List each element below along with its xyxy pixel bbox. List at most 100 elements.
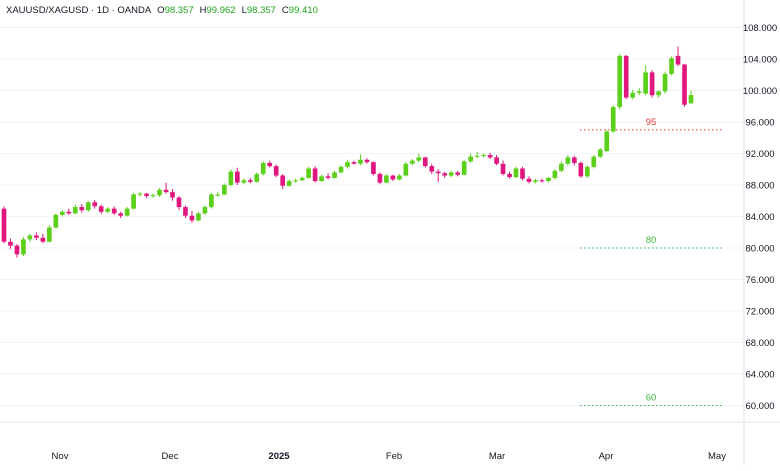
candle [176,196,182,211]
candle [533,178,538,184]
candle-body [14,245,20,255]
candle-body [377,173,383,183]
candle [234,167,240,185]
candle [98,204,104,215]
candle-body [461,161,467,175]
candle [481,153,486,158]
candle [215,192,221,197]
candle-body [267,162,273,167]
candle [312,166,318,183]
candle-body [662,73,668,92]
y-tick-label: 108.000 [743,23,777,34]
candle [280,173,286,189]
candle [474,151,480,159]
candle-body [507,173,512,178]
candle [267,160,273,168]
candle-body [176,197,182,208]
candle [299,176,305,182]
candle-body [455,172,461,175]
candle-body [53,214,59,228]
candle-body [98,206,104,212]
candle-body [338,166,344,173]
candle [584,165,590,178]
candle-body [92,202,98,207]
candle [468,153,473,163]
candle [572,155,577,166]
candle [66,208,72,215]
candle [429,163,435,174]
candle-body [565,157,571,164]
candle [209,192,214,209]
low-key: L [241,5,247,16]
candle-body [260,162,266,174]
close-value: 99.410 [288,5,318,16]
candle [371,161,376,176]
candle-body [241,180,247,183]
candle-body [487,155,493,158]
y-tick-label: 72.000 [745,307,774,318]
candle-body [669,58,674,74]
candle [40,233,46,244]
candle [85,200,91,212]
candle-body [597,149,603,157]
candle [597,147,603,159]
candle [34,232,39,241]
candle-body [409,160,415,164]
candle-body [222,185,227,195]
candle-body [27,235,33,240]
candle-body [578,162,584,177]
candle-body [111,208,117,214]
candle-body [85,202,91,211]
candle [92,199,98,209]
candle [345,159,350,169]
candle-body [390,175,396,180]
candle-body [234,171,240,183]
candle-body [494,157,499,164]
candle-body [675,55,681,65]
candle-body [559,163,564,171]
candle-body [384,175,389,183]
candle [228,169,234,187]
candle-body [280,175,286,186]
candle-body [520,168,525,179]
x-tick-label: Nov [52,451,69,462]
candle [390,174,396,182]
candle [247,177,253,184]
candle [591,155,597,169]
candle-body [474,155,480,157]
candle-body [40,237,46,242]
candle [656,90,661,98]
candle [163,182,169,194]
candle [643,65,648,96]
candle-body [546,177,551,182]
candle [422,156,428,168]
candle-body [47,227,52,242]
candle [131,192,136,210]
y-tick-label: 96.000 [745,118,774,129]
candle-body [397,175,402,180]
candle [273,164,279,178]
candle [59,210,65,217]
candle [507,171,512,179]
candle [623,55,629,100]
candle-body [215,194,221,196]
candle-body [636,91,642,93]
candle [448,170,454,178]
candle-body [332,172,337,178]
candle-body [196,213,201,221]
candle [170,188,175,201]
x-tick-label: Dec [162,451,179,462]
high-key: H [199,5,207,16]
candle-body [286,181,292,186]
high-value: 99.962 [206,5,236,16]
candle [72,204,78,215]
candle [636,88,642,96]
candle-body [312,168,318,182]
candle-body [209,194,214,208]
candle [196,211,201,222]
candle-body [435,171,441,174]
candle-body [150,195,156,197]
candle-body [552,170,558,178]
